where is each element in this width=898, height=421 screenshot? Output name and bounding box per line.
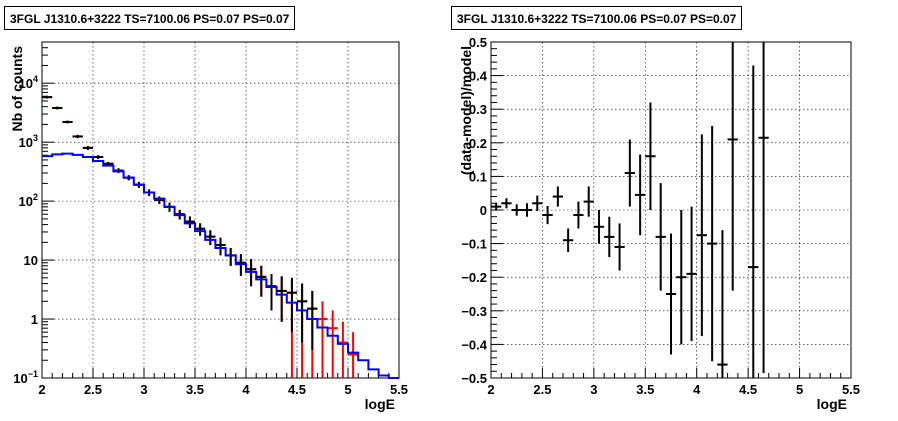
- residuals-x-tick-label: 2: [487, 382, 494, 397]
- residuals-y-tick-label: 0.3: [469, 102, 487, 117]
- residuals-y-tick-label: −0.3: [461, 304, 487, 319]
- residuals-x-tick-label: 5.5: [842, 382, 860, 397]
- residuals-y-axis-label: (data-model)/model: [458, 46, 474, 175]
- residuals-x-tick-label: 3.5: [636, 382, 654, 397]
- counts-x-tick-label: 3: [140, 382, 147, 397]
- counts-x-tick-label: 2: [38, 382, 45, 397]
- residuals-x-tick-label: 4.5: [739, 382, 757, 397]
- counts-y-tick-label: 102: [19, 192, 38, 209]
- counts-x-tick-label: 5.5: [390, 382, 408, 397]
- counts-x-tick-label: 4: [242, 382, 250, 397]
- residuals-y-tick-label: −0.1: [461, 237, 487, 252]
- counts-x-tick-label: 3.5: [186, 382, 204, 397]
- residuals-x-tick-label: 3: [590, 382, 597, 397]
- residuals-x-tick-label: 4: [693, 382, 701, 397]
- counts-x-tick-label: 2.5: [84, 382, 102, 397]
- counts-y-tick-label: 10−1: [13, 369, 38, 386]
- model-histogram-line: [42, 152, 399, 379]
- residuals-y-tick-label: 0.5: [469, 35, 487, 50]
- counts-y-tick-label: 1: [31, 312, 38, 327]
- counts-x-tick-label: 5: [344, 382, 351, 397]
- counts-y-axis-label: Nb of counts: [9, 46, 25, 132]
- residuals-y-tick-label: 0: [480, 203, 487, 218]
- residuals-y-tick-label: −0.5: [461, 371, 487, 386]
- counts-x-axis-label: logE: [365, 396, 395, 412]
- residuals-x-tick-label: 5: [796, 382, 803, 397]
- residuals-chart-title: 3FGL J1310.6+3222 TS=7100.06 PS=0.07 PS=…: [451, 6, 743, 30]
- residuals-y-tick-label: 0.4: [469, 69, 488, 84]
- counts-chart-title: 3FGL J1310.6+3222 TS=7100.06 PS=0.07 PS=…: [4, 6, 296, 30]
- counts-y-tick-label: 104: [19, 74, 38, 91]
- counts-x-tick-label: 4.5: [288, 382, 306, 397]
- residuals-y-tick-label: 0.1: [469, 169, 487, 184]
- counts-y-tick-label: 103: [19, 133, 38, 150]
- residuals-x-tick-label: 2.5: [533, 382, 551, 397]
- residuals-y-tick-label: −0.4: [461, 337, 487, 352]
- counts-y-tick-label: 10: [24, 253, 38, 268]
- counts-plot-area: [42, 42, 399, 378]
- residuals-y-tick-label: 0.2: [469, 136, 487, 151]
- residuals-x-axis-label: logE: [817, 396, 847, 412]
- residuals-y-tick-label: −0.2: [461, 270, 487, 285]
